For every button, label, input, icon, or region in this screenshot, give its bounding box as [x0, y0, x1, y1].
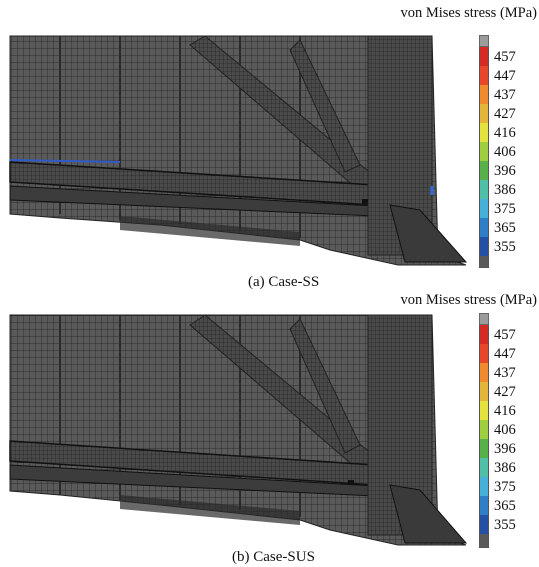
colorbar-cell [479, 256, 489, 268]
panel-case-ss: von Mises stress (MPa) 457 447 437 427 4… [9, 5, 537, 290]
colorbar-label: 386 [494, 460, 516, 476]
colorbar-max-swatch [479, 313, 489, 325]
colorbar-label: 437 [494, 365, 516, 381]
colorbar-cell [479, 534, 489, 548]
colorbar-label: 365 [494, 498, 516, 514]
colorbar-title: von Mises stress (MPa) [400, 5, 537, 21]
colorbar-cell [479, 458, 489, 477]
colorbar-label: 427 [494, 384, 516, 400]
colorbar-cell [479, 496, 489, 515]
colorbar-cell [479, 47, 489, 66]
panel-case-sus: von Mises stress (MPa) 457 447 437 427 4… [0, 283, 539, 567]
colorbar-cell [479, 199, 489, 218]
colorbar-cell [479, 142, 489, 161]
colorbar-cell [479, 477, 489, 496]
colorbar-label: 447 [494, 68, 516, 84]
colorbar-label: 355 [494, 517, 516, 533]
colorbar-label: 375 [494, 479, 516, 495]
colorbar-label: 406 [494, 422, 516, 438]
colorbar-cell [479, 104, 489, 123]
colorbar-label: 355 [494, 239, 516, 255]
colorbar-cell [479, 161, 489, 180]
colorbar-cell [479, 344, 489, 363]
colorbar-cell [479, 401, 489, 420]
colorbar-label: 457 [494, 49, 516, 65]
fea-mesh-plot [9, 314, 468, 546]
colorbar-label: 396 [494, 441, 516, 457]
colorbar-cell [479, 439, 489, 458]
colorbar-title: von Mises stress (MPa) [400, 292, 537, 308]
colorbar-cell [479, 237, 489, 256]
colorbar-label: 365 [494, 220, 516, 236]
colorbar-label: 457 [494, 327, 516, 343]
colorbar-cell [479, 180, 489, 199]
colorbar-label: 375 [494, 201, 516, 217]
colorbar-cell [479, 420, 489, 439]
colorbar-label: 386 [494, 182, 516, 198]
colorbar-cell [479, 85, 489, 104]
caption: (b) Case-SUS [232, 549, 315, 565]
colorbar-label: 447 [494, 346, 516, 362]
caption: (a) Case-SS [248, 274, 320, 290]
colorbar-cell [479, 325, 489, 344]
colorbar-label: 406 [494, 144, 516, 160]
colorbar-label: 427 [494, 106, 516, 122]
colorbar-cell [479, 515, 489, 534]
colorbar-max-swatch [479, 35, 489, 47]
colorbar-cell [479, 363, 489, 382]
colorbar-label: 416 [494, 125, 516, 141]
colorbar-cell [479, 218, 489, 237]
colorbar-label: 396 [494, 163, 516, 179]
colorbar-cell [479, 66, 489, 85]
colorbar-cell [479, 382, 489, 401]
colorbar-cell [479, 123, 489, 142]
colorbar-label: 437 [494, 87, 516, 103]
colorbar-label: 416 [494, 403, 516, 419]
fea-mesh-plot [9, 35, 468, 266]
